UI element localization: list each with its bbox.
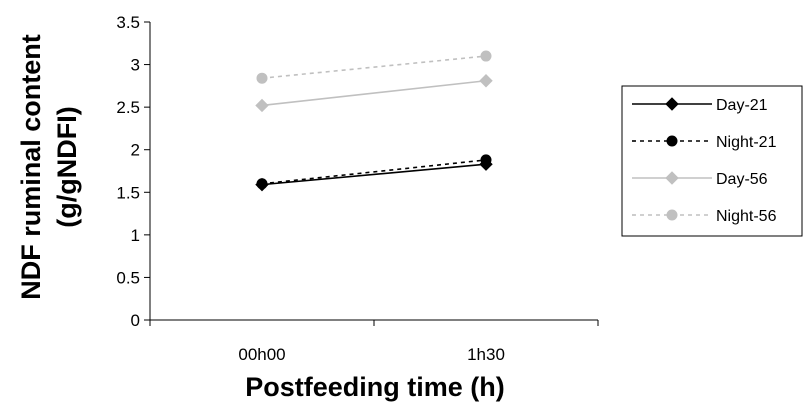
data-point: [256, 178, 268, 190]
legend-item: Night-21: [632, 134, 777, 151]
legend-marker: [666, 209, 678, 221]
y-axis-title-line1: NDF ruminal content: [16, 34, 46, 300]
legend-label: Night-56: [716, 208, 777, 225]
y-tick-label: 2.5: [116, 98, 140, 117]
legend-label: Day-56: [716, 171, 768, 188]
series-group: [255, 50, 493, 192]
legend-item: Day-56: [632, 171, 768, 188]
series-day-56: [255, 74, 493, 113]
legend-item: Day-21: [632, 97, 768, 114]
series-line: [261, 79, 487, 107]
legend-marker: [666, 135, 678, 147]
y-tick-label: 0.5: [116, 268, 140, 287]
data-point: [480, 154, 492, 166]
data-point: [256, 72, 268, 84]
legend-marker: [665, 97, 679, 111]
legend-marker: [665, 171, 679, 185]
series-night-21: [256, 154, 492, 190]
legend-label: Day-21: [716, 97, 768, 114]
series-line: [261, 159, 487, 185]
data-point: [480, 50, 492, 62]
legend-item: Night-56: [632, 208, 777, 225]
y-axis-title-line2: (g/gNDFI): [52, 106, 82, 227]
data-point: [479, 74, 493, 88]
x-axis-title: Postfeeding time (h): [245, 372, 505, 402]
y-tick-label: 3.5: [116, 13, 140, 32]
y-tick-label: 1: [131, 226, 140, 245]
y-tick-label: 0: [131, 311, 140, 330]
legend: Day-21 Night-21 Day-56 Night-56: [621, 85, 803, 237]
x-tick-label: 1h30: [467, 345, 505, 364]
data-point: [255, 98, 269, 113]
y-tick-label: 2: [131, 141, 140, 160]
series-night-56: [256, 50, 492, 84]
axes: 0 0.5 1 1.5 2 2.5 3 3.5 00h00 1h30: [116, 13, 599, 364]
series-line: [261, 163, 487, 186]
y-tick-label: 1.5: [116, 183, 140, 202]
y-tick-label: 3: [131, 56, 140, 75]
legend-box: [621, 85, 803, 237]
x-tick-label: 00h00: [238, 345, 285, 364]
legend-label: Night-21: [716, 134, 777, 151]
series-line: [261, 55, 487, 79]
